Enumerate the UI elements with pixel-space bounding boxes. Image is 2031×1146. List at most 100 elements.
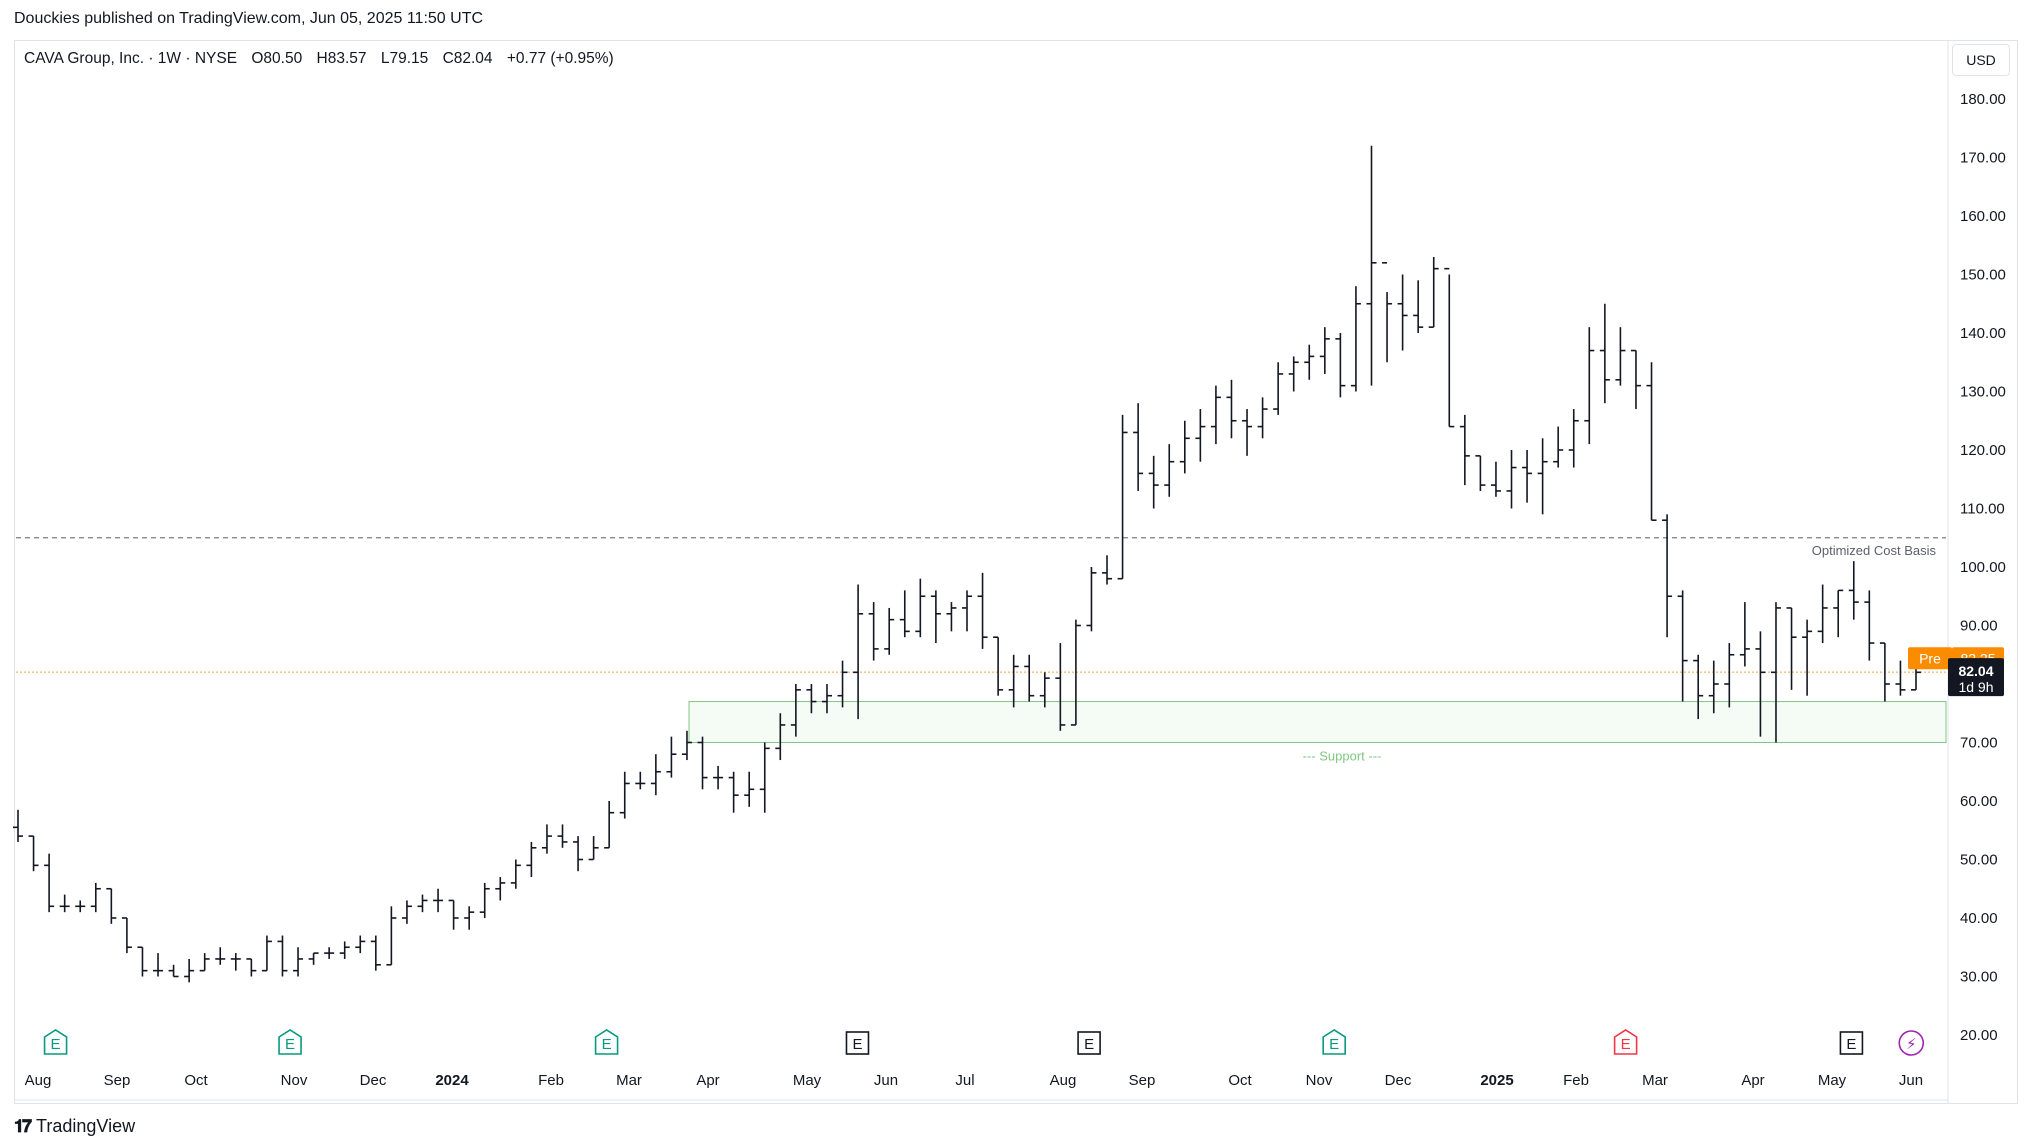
ohlc-bar — [1024, 654, 1035, 702]
y-tick-label: 130.00 — [1960, 384, 2006, 401]
ohlc-bar — [884, 607, 895, 655]
ohlc-bar — [666, 736, 677, 778]
ohlc-bar — [806, 684, 817, 714]
ohlc-bar — [573, 836, 584, 872]
earnings-event-icon[interactable]: E — [1613, 1029, 1638, 1055]
earnings-event-icon[interactable]: E — [1322, 1029, 1346, 1055]
x-tick-label: 2025 — [1480, 1072, 1513, 1089]
ohlc-bar — [1413, 280, 1424, 333]
ohlc-bar — [75, 900, 86, 913]
ohlc-bar — [479, 882, 490, 918]
ohlc-bar — [386, 906, 397, 966]
ohlc-bar — [541, 824, 552, 854]
ohlc-bar — [619, 771, 630, 819]
ohlc-bar — [464, 906, 475, 930]
x-tick-label: Oct — [184, 1072, 208, 1089]
ohlc-bar — [1817, 584, 1828, 644]
svg-text:E: E — [1846, 1036, 1856, 1053]
ohlc-bar — [59, 894, 70, 913]
y-tick-label: 40.00 — [1960, 910, 1998, 927]
ohlc-bar — [184, 958, 195, 983]
ohlc-bar — [1164, 444, 1175, 497]
svg-text:E: E — [285, 1036, 295, 1053]
ohlc-bar — [821, 684, 832, 714]
pre-tag-badge — [1908, 647, 1952, 670]
ohlc-bar — [1304, 344, 1315, 380]
ohlc-bar — [1070, 619, 1081, 726]
ohlc-bar — [1786, 607, 1797, 690]
ohlc-bar — [1179, 420, 1190, 474]
earnings-event-icon[interactable]: E — [1077, 1031, 1101, 1055]
y-tick-label: 120.00 — [1960, 442, 2006, 459]
y-tick-label: 60.00 — [1960, 793, 1998, 810]
legend-symbol[interactable]: CAVA Group, Inc. · 1W · NYSE — [24, 50, 238, 67]
ohlc-bar — [121, 917, 132, 954]
ohlc-bar — [1693, 654, 1704, 720]
earnings-event-icon[interactable]: E — [43, 1029, 68, 1055]
earnings-event-icon[interactable]: E — [1839, 1031, 1864, 1055]
ohlc-bar — [230, 953, 241, 971]
earnings-event-icon[interactable]: E — [845, 1031, 870, 1055]
ohlc-bar — [1802, 619, 1813, 696]
svg-text:E: E — [602, 1036, 612, 1053]
support-zone — [688, 701, 1947, 743]
ohlc-bar — [993, 636, 1004, 696]
x-tick-label: Jun — [1899, 1072, 1923, 1089]
x-tick-label: Feb — [1563, 1072, 1589, 1089]
ohlc-bar — [1833, 589, 1844, 638]
earnings-event-icon[interactable]: E — [278, 1029, 302, 1055]
ohlc-bar — [1662, 514, 1673, 638]
ohlc-bar — [1133, 403, 1144, 491]
x-tick-label: Feb — [538, 1072, 564, 1089]
ohlc-bar — [401, 900, 412, 924]
ohlc-bar — [837, 660, 848, 708]
y-tick-label: 160.00 — [1960, 208, 2006, 225]
y-tick-label: 90.00 — [1960, 618, 1998, 635]
ohlc-bar — [1537, 438, 1548, 515]
ohlc-bar — [1366, 145, 1377, 386]
tradingview-logo[interactable]: 𝟏𝟕 TradingView — [14, 1116, 135, 1137]
earnings-event-icon[interactable]: E — [594, 1029, 619, 1055]
ohlc-bar — [1553, 426, 1564, 468]
brand-label: TradingView — [36, 1116, 136, 1136]
legend-low: L79.15 — [380, 50, 429, 67]
y-tick-label: 50.00 — [1960, 852, 1998, 869]
currency-button[interactable]: USD — [1952, 44, 2010, 76]
ohlc-bar — [1350, 286, 1361, 392]
ohlc-bar — [1148, 455, 1159, 509]
ohlc-bar — [1724, 643, 1735, 708]
ohlc-bar — [1708, 660, 1719, 714]
x-tick-label: Sep — [1129, 1072, 1156, 1089]
ohlc-bar — [1490, 461, 1501, 497]
dividend-event-icon[interactable]: ⚡ — [1898, 1030, 1925, 1056]
ohlc-bar — [790, 684, 801, 737]
ohlc-bar — [246, 958, 257, 977]
ohlc-bar — [1319, 327, 1330, 374]
y-tick-label: 170.00 — [1960, 150, 2006, 167]
x-tick-label: Dec — [360, 1072, 387, 1089]
ohlc-bar — [1770, 602, 1781, 743]
ohlc-bar — [1008, 654, 1019, 708]
ohlc-bar — [168, 964, 179, 978]
ohlc-bar — [137, 946, 148, 977]
y-tick-label: 70.00 — [1960, 735, 1998, 752]
ohlc-bar — [604, 801, 615, 849]
ohlc-bar — [681, 730, 692, 761]
support-label: --- Support --- — [1303, 749, 1382, 764]
ohlc-bar — [1522, 450, 1533, 503]
ohlc-bar — [448, 899, 459, 930]
ohlc-bar — [1273, 362, 1284, 415]
svg-text:E: E — [852, 1036, 862, 1053]
ohlc-bar — [1568, 409, 1579, 468]
ohlc-bar — [1428, 256, 1439, 328]
ohlc-bar — [339, 941, 350, 959]
ohlc-bar — [215, 947, 226, 965]
ohlc-bar — [1895, 660, 1906, 696]
pre-tag-label: Pre — [1919, 650, 1941, 666]
legend-high: H83.57 — [316, 50, 367, 67]
ohlc-bar — [557, 824, 568, 848]
x-tick-label: Aug — [25, 1072, 52, 1089]
y-tick-label: 180.00 — [1960, 91, 2006, 108]
ohlc-bar — [1615, 327, 1626, 386]
